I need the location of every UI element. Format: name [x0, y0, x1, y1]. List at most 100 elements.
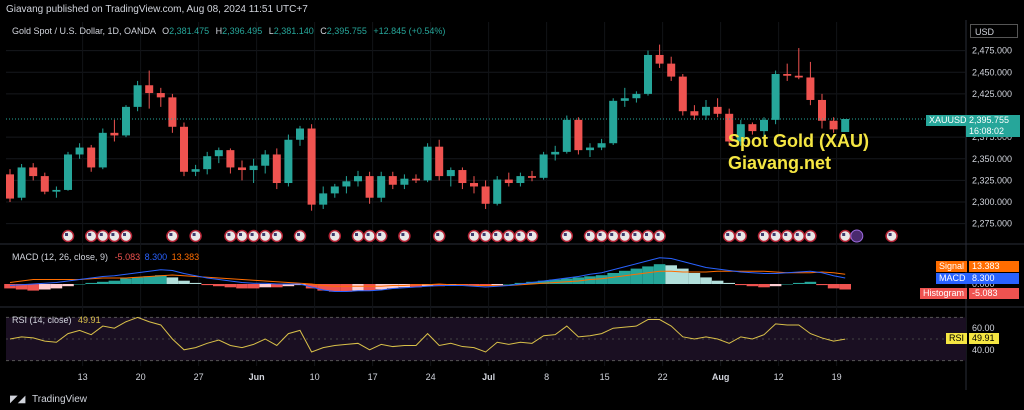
candle-body[interactable] [145, 85, 154, 94]
candle-body[interactable] [783, 74, 792, 76]
candle-body[interactable] [504, 179, 513, 184]
candle-body[interactable] [272, 154, 281, 184]
candle-body[interactable] [122, 106, 130, 136]
candle-body[interactable] [551, 151, 560, 155]
candle-body[interactable] [168, 97, 177, 127]
candle-body[interactable] [52, 189, 61, 192]
candle-body[interactable] [75, 147, 84, 155]
candle-body[interactable] [644, 54, 652, 94]
candle-body[interactable] [760, 119, 768, 132]
rsi-value: 49.91 [78, 315, 101, 325]
candle-body[interactable] [6, 174, 14, 199]
candle-body[interactable] [736, 124, 745, 142]
macd-histogram-bar [711, 280, 724, 284]
candle-body[interactable] [655, 54, 664, 64]
macd-histogram-bar [340, 284, 353, 292]
candle-body[interactable] [446, 170, 455, 177]
candle-body[interactable] [156, 93, 165, 98]
us-flag-canton-icon [517, 233, 521, 236]
candle-body[interactable] [191, 169, 200, 172]
lightning-event-icon[interactable] [850, 229, 864, 243]
us-flag-canton-icon [563, 233, 567, 236]
footer-brand[interactable]: TradingView [32, 394, 88, 405]
currency-button[interactable]: USD [970, 24, 1018, 38]
candle-body[interactable] [365, 176, 374, 198]
candle-body[interactable] [388, 176, 397, 185]
candle-body[interactable] [64, 154, 72, 190]
candle-body[interactable] [40, 176, 49, 192]
hist-label-tag: Histogram [920, 288, 968, 299]
candle-body[interactable] [110, 132, 119, 136]
candle-body[interactable] [632, 93, 641, 99]
macd-histogram-bar [584, 276, 596, 284]
candle-body[interactable] [806, 77, 815, 100]
time-tick-label: 22 [658, 372, 668, 382]
macd-v3: 13.383 [171, 252, 200, 262]
rsi-label[interactable]: RSI (14, close) [12, 315, 72, 325]
candle-body[interactable] [539, 154, 548, 178]
candle-body[interactable] [296, 128, 304, 140]
macd-histogram-bar [62, 284, 74, 287]
candle-body[interactable] [238, 167, 246, 171]
candle-body[interactable] [435, 146, 444, 177]
us-flag-canton-icon [239, 233, 242, 236]
candle-body[interactable] [771, 74, 780, 120]
candle-body[interactable] [284, 139, 293, 184]
candle-body[interactable] [586, 147, 594, 151]
candle-body[interactable] [562, 119, 571, 152]
price-tick-label: 2,350.000 [972, 154, 1012, 164]
candle-body[interactable] [354, 176, 362, 182]
candle-body[interactable] [713, 106, 722, 114]
chart-area[interactable]: 2,475.000 2,450.000 2,425.000 2,375.000 2,35… [0, 20, 1024, 390]
candle-body[interactable] [180, 126, 188, 172]
symbol-name[interactable]: Gold Spot / U.S. Dollar, 1D, OANDA [12, 26, 156, 36]
candle-body[interactable] [226, 150, 235, 168]
macd-histogram-bar [387, 284, 399, 289]
candle-body[interactable] [261, 154, 270, 166]
candle-body[interactable] [423, 146, 432, 181]
candle-body[interactable] [690, 111, 699, 116]
us-flag-canton-icon [645, 233, 648, 236]
macd-label[interactable]: MACD (12, 26, close, 9) [12, 252, 109, 262]
candle-body[interactable] [702, 106, 710, 116]
chart-canvas[interactable]: 2,475.000 2,450.000 2,425.000 2,375.000 2,35… [0, 20, 1024, 390]
candle-body[interactable] [481, 186, 490, 204]
candle-body[interactable] [597, 143, 606, 148]
candle-body[interactable] [87, 147, 96, 168]
candle-body[interactable] [98, 132, 107, 168]
macd-histogram-bar [804, 281, 817, 284]
candle-body[interactable] [330, 186, 339, 194]
candle-body[interactable] [249, 165, 258, 171]
candle-body[interactable] [400, 178, 409, 185]
price-tick-label: 2,425.000 [972, 89, 1012, 99]
rsi-label-tag: RSI [946, 333, 968, 344]
candle-body[interactable] [574, 119, 583, 151]
candle-body[interactable] [829, 120, 838, 130]
candle-body[interactable] [458, 170, 467, 184]
candle-body[interactable] [377, 176, 386, 198]
candle-body[interactable] [29, 167, 38, 177]
candle-body[interactable] [307, 128, 316, 205]
candle-body[interactable] [319, 193, 328, 205]
candle-body[interactable] [528, 176, 536, 178]
macd-histogram-bar [468, 284, 480, 286]
candle-body[interactable] [841, 118, 850, 132]
candle-body[interactable] [620, 98, 629, 101]
candle-body[interactable] [818, 99, 826, 121]
candle-body[interactable] [17, 167, 26, 198]
candle-body[interactable] [470, 183, 478, 187]
candle-body[interactable] [203, 156, 212, 170]
candle-body[interactable] [794, 75, 803, 78]
candle-body[interactable] [725, 113, 734, 142]
candle-body[interactable] [133, 85, 142, 107]
candle-body[interactable] [667, 63, 676, 77]
candle-body[interactable] [214, 150, 223, 157]
candle-body[interactable] [493, 179, 502, 204]
candle-body[interactable] [516, 176, 525, 184]
candle-body[interactable] [748, 124, 757, 132]
candle-body[interactable] [609, 100, 618, 144]
candle-body[interactable] [678, 76, 687, 112]
candle-body[interactable] [412, 178, 420, 181]
candle-body[interactable] [342, 181, 351, 187]
time-tick-label: 8 [544, 372, 549, 382]
